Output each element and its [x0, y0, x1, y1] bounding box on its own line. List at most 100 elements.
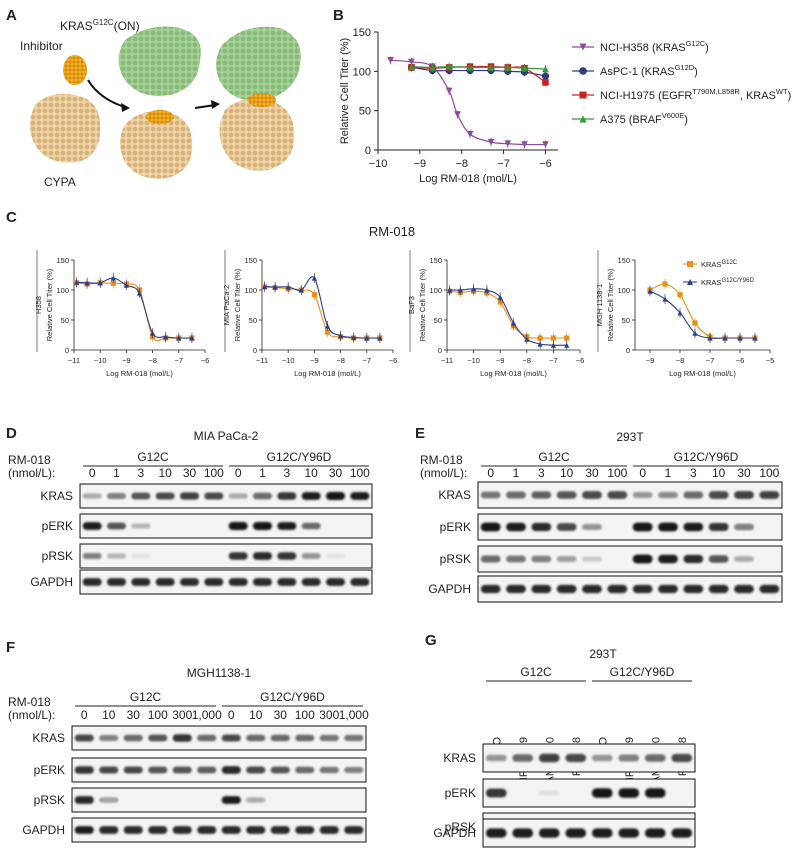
- cypa-protein: [30, 93, 101, 163]
- blot-band: [644, 828, 666, 838]
- cell-line-label: MIA PaCa-2: [222, 285, 231, 325]
- dose-unit-label: (nmol/L):: [8, 466, 55, 480]
- x-tick-label: −7: [549, 356, 558, 365]
- dose-label: 300: [319, 708, 339, 722]
- blot-strip: [477, 545, 783, 573]
- blot-band: [253, 521, 272, 531]
- data-point: [484, 287, 490, 293]
- data-point: [123, 282, 129, 288]
- legend-marker: [579, 115, 587, 123]
- y-tick-label: 150: [244, 256, 257, 265]
- blot-band: [99, 826, 119, 834]
- blot-band: [708, 522, 729, 532]
- data-point: [487, 138, 495, 146]
- blot-band: [582, 523, 602, 531]
- dose-label: 10: [560, 466, 574, 480]
- x-tick-label: −7: [706, 356, 715, 365]
- dose-label: 100: [148, 708, 168, 722]
- data-point: [189, 335, 195, 341]
- blot-band: [512, 828, 534, 838]
- data-point: [262, 283, 268, 289]
- dose-label: 100: [607, 466, 627, 480]
- dose-label: 1: [113, 466, 120, 480]
- blot-band: [538, 753, 560, 763]
- data-point: [429, 64, 436, 71]
- blot-band: [197, 826, 217, 834]
- data-point: [662, 296, 668, 302]
- blot-band: [301, 578, 321, 586]
- blot-band: [556, 556, 577, 562]
- blot-band: [246, 797, 266, 803]
- dose-label: 0: [228, 708, 235, 722]
- data-point: [272, 284, 278, 290]
- group-label: G12C: [538, 450, 570, 464]
- blot-band: [99, 766, 119, 774]
- x-tick-label: −9: [414, 158, 427, 170]
- blot-band: [301, 553, 321, 559]
- blot-band: [148, 734, 168, 742]
- blot-band: [591, 828, 613, 838]
- blot-row-label: pERK: [445, 786, 476, 800]
- panel-label-c: C: [6, 209, 17, 226]
- blot-band: [99, 797, 119, 803]
- x-tick-label: −6: [539, 158, 552, 170]
- x-axis-label: Log RM-018 (mol/L): [669, 369, 736, 378]
- blot-row-label: pERK: [440, 520, 471, 534]
- blot-band: [301, 522, 321, 530]
- data-point: [408, 63, 415, 70]
- data-point: [364, 335, 370, 341]
- blot-band: [344, 734, 364, 742]
- legend-label: NCI-H358 (KRASG12C): [600, 39, 709, 54]
- group-label: G12C: [137, 450, 169, 464]
- data-point: [387, 57, 394, 64]
- blot-row-label: pRSK: [445, 820, 476, 834]
- blot-row-label: pERK: [42, 519, 73, 533]
- data-point: [150, 330, 156, 336]
- dose-label: 30: [329, 466, 343, 480]
- y-axis-label: Relative Cell Titer (%): [233, 268, 242, 341]
- blot-band: [759, 584, 780, 594]
- legend-marker: [687, 279, 693, 285]
- blot-band: [221, 796, 241, 804]
- legend-label: AsPC-1 (KRASG12D): [600, 63, 698, 78]
- blot-row-label: GAPDH: [433, 826, 476, 840]
- blot-band: [556, 523, 577, 531]
- legend-marker: [579, 43, 587, 51]
- blot-band: [512, 754, 534, 762]
- blot-band: [301, 492, 321, 500]
- dose-label: 0: [81, 708, 88, 722]
- blot-band: [155, 492, 175, 500]
- blot-band: [326, 553, 345, 559]
- series-line: [649, 283, 755, 339]
- blot-band: [221, 766, 241, 774]
- series-line: [264, 286, 380, 339]
- blot-band: [131, 523, 151, 529]
- dose-label: 30: [585, 466, 599, 480]
- blot-band: [246, 826, 266, 834]
- data-point: [454, 111, 461, 118]
- blot-band: [759, 491, 780, 499]
- y-axis-label: Relative Cell Titer (%): [606, 268, 615, 341]
- blot-band: [506, 522, 526, 532]
- dose-label: 10: [249, 708, 263, 722]
- blot-band: [556, 491, 577, 499]
- blot-row-label: pERK: [34, 763, 65, 777]
- dose-label: 1,000: [192, 708, 222, 722]
- y-tick-label: 100: [244, 286, 257, 295]
- data-point: [521, 64, 528, 72]
- blot-band: [506, 555, 526, 563]
- blot-band: [295, 826, 315, 834]
- dose-label: 0: [89, 466, 96, 480]
- blot-band: [82, 552, 102, 560]
- blot-band: [658, 522, 678, 532]
- blot-band: [538, 790, 560, 796]
- dose-label: 3: [690, 466, 697, 480]
- blot-band: [123, 734, 143, 742]
- blot-band: [658, 584, 678, 594]
- y-tick-label: 0: [365, 145, 371, 157]
- data-point: [510, 320, 517, 326]
- y-tick-label: 100: [353, 66, 371, 78]
- blot-strip: [79, 483, 373, 509]
- blot-band: [350, 578, 370, 586]
